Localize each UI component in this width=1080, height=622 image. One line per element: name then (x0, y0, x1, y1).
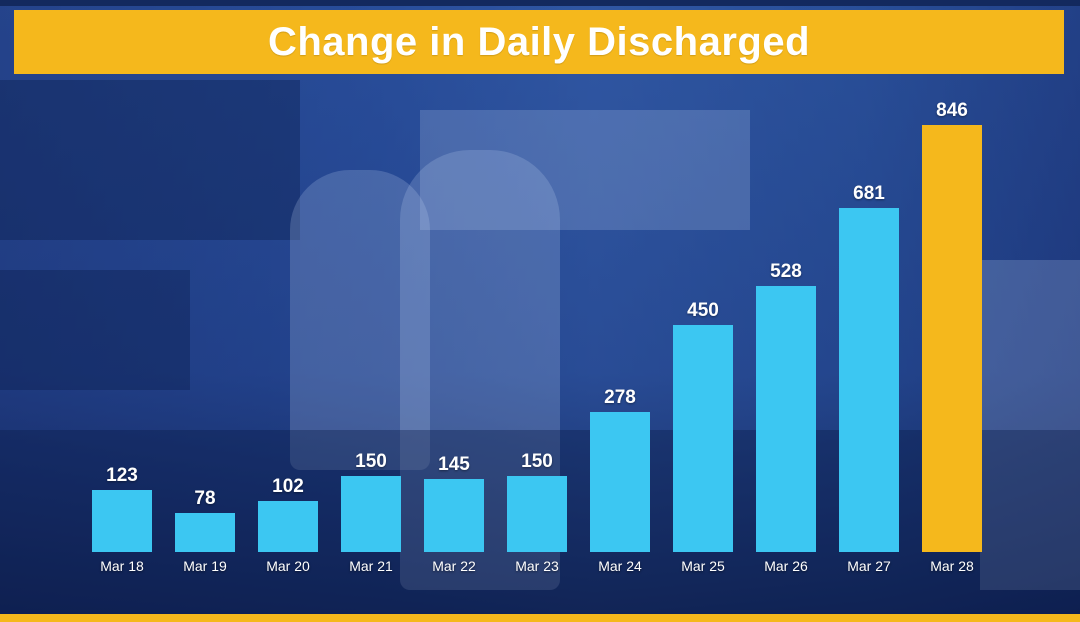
category-label: Mar 27 (847, 558, 891, 574)
category-label: Mar 28 (930, 558, 974, 574)
bar-mar-22 (424, 478, 484, 552)
value-label: 528 (770, 260, 802, 282)
background-shelf (420, 110, 750, 230)
bottom-rule (0, 614, 1080, 622)
background-shelf (0, 80, 300, 240)
value-label: 681 (853, 183, 885, 205)
bar-mar-21 (341, 476, 401, 552)
bar-mar-26 (756, 285, 816, 552)
category-label: Mar 22 (432, 558, 476, 574)
value-label: 450 (687, 299, 719, 321)
category-label: Mar 25 (681, 558, 725, 574)
value-label: 145 (438, 453, 470, 475)
background-figure (290, 170, 430, 470)
value-label: 123 (106, 464, 138, 486)
category-label: Mar 24 (598, 558, 642, 574)
bar-mar-24 (590, 411, 650, 552)
category-label: Mar 26 (764, 558, 808, 574)
category-label: Mar 21 (349, 558, 393, 574)
top-rule (0, 0, 1080, 6)
background-equipment (980, 260, 1080, 590)
category-label: Mar 23 (515, 558, 559, 574)
value-label: 846 (936, 100, 968, 121)
bar-mar-28 (922, 125, 982, 552)
background-monitor (0, 270, 190, 390)
category-label: Mar 19 (183, 558, 227, 574)
bar-mar-20 (258, 500, 318, 552)
category-label: Mar 20 (266, 558, 310, 574)
title-banner: Change in Daily Discharged (14, 10, 1064, 74)
bar-mar-27 (839, 208, 899, 552)
category-label: Mar 18 (100, 558, 144, 574)
value-label: 150 (355, 451, 387, 473)
value-label: 278 (604, 386, 636, 408)
value-label: 150 (521, 451, 553, 473)
value-label: 102 (272, 475, 304, 497)
bar-mar-23 (507, 476, 567, 552)
bar-mar-19 (175, 512, 235, 552)
value-label: 78 (194, 487, 216, 509)
chart-title: Change in Daily Discharged (267, 19, 811, 64)
bar-mar-25 (673, 324, 733, 552)
bar-mar-18 (92, 489, 152, 552)
